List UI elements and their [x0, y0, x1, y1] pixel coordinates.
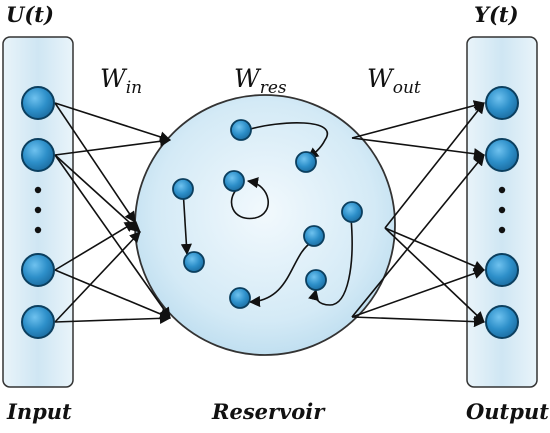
w-in-label: Win	[100, 64, 142, 98]
reservoir-nodes	[172, 119, 363, 309]
y-t-label: Y(t)	[474, 2, 519, 27]
output-node-4	[485, 253, 519, 287]
edge-out-a	[351, 100, 486, 139]
w-in-sub: in	[125, 78, 143, 98]
edge-out-h	[351, 316, 486, 328]
w-out-label: Wout	[367, 64, 421, 98]
input-nodes	[21, 86, 55, 339]
input-node-5	[21, 305, 55, 339]
output-node-5	[485, 305, 519, 339]
u-t-label: U(t)	[6, 2, 54, 27]
output-node-2	[485, 138, 519, 172]
w-res-sub: res	[259, 78, 287, 98]
edge-out-d	[384, 227, 486, 272]
reservoir-edges	[180, 122, 353, 308]
edge-out-b	[351, 137, 486, 160]
output-node-1	[485, 86, 519, 120]
res-edge-5	[308, 217, 353, 306]
output-edges	[351, 100, 486, 328]
res-node-4	[223, 170, 245, 192]
res-edge-4	[248, 241, 313, 308]
w-out-main: W	[367, 64, 393, 93]
res-node-9	[229, 287, 251, 309]
res-node-6	[341, 201, 363, 223]
w-in-main: W	[100, 64, 126, 93]
edge-in2-c	[54, 154, 171, 319]
edge-in5-b	[54, 312, 172, 324]
edge-in5-a	[54, 231, 141, 323]
w-out-sub: out	[392, 78, 421, 98]
res-edge-1	[246, 122, 329, 159]
res-node-3	[172, 178, 194, 200]
res-node-8	[305, 269, 327, 291]
reservoir-label: Reservoir	[212, 399, 325, 424]
input-ellipsis	[34, 186, 42, 234]
res-edge-3	[230, 177, 270, 220]
edge-in2-b	[54, 154, 141, 233]
res-node-7	[303, 225, 325, 247]
edge-out-e	[384, 227, 485, 323]
input-node-4	[21, 253, 55, 287]
edge-in1-b	[54, 102, 136, 223]
edge-out-g	[351, 268, 486, 318]
input-edges	[54, 102, 172, 324]
edge-in4-a	[54, 221, 136, 271]
input-node-2	[21, 138, 55, 172]
input-label: Input	[7, 399, 72, 424]
edge-out-c	[384, 102, 485, 229]
res-node-2	[295, 151, 317, 173]
edge-in1-a	[54, 102, 172, 143]
w-res-main: W	[234, 64, 260, 93]
w-res-label: Wres	[234, 64, 287, 98]
edge-in2-a	[54, 135, 172, 156]
output-label: Output	[466, 399, 549, 424]
edge-out-f	[351, 154, 485, 318]
edge-in4-b	[54, 269, 172, 320]
input-node-1	[21, 86, 55, 120]
output-ellipsis	[498, 186, 506, 234]
res-node-5	[183, 251, 205, 273]
output-nodes	[485, 86, 519, 339]
res-node-1	[230, 119, 252, 141]
